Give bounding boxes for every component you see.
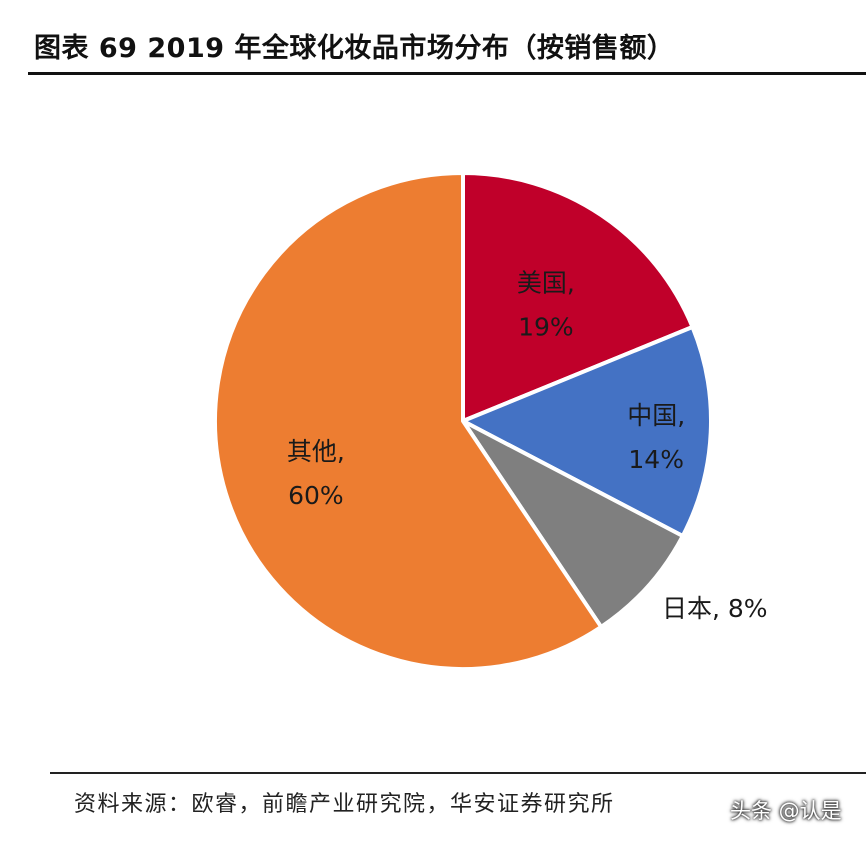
slice-label-2: 日本, 8% [662, 594, 768, 623]
source-divider [50, 772, 866, 774]
slice-category-1: 中国, [627, 401, 685, 430]
slice-label-3: 其他, 60% [287, 437, 345, 510]
slice-category-3: 其他, [287, 437, 345, 466]
chart-title: 图表 69 2019 年全球化妆品市场分布（按销售额） [34, 33, 675, 64]
slice-label-0: 美国, 19% [517, 268, 575, 341]
watermark: 头条 @认是 [730, 799, 842, 823]
slice-value-0: 19% [518, 312, 574, 341]
slice-label-1: 中国, 14% [627, 401, 685, 474]
slice-value-1: 14% [628, 445, 684, 474]
pie-slices [213, 171, 713, 671]
pie-slice-0 [461, 171, 695, 423]
title-divider [28, 72, 866, 75]
pie-chart: 美国, 19% 中国, 14% 日本, 8% 其他, 60% [213, 171, 768, 671]
pie-slice-3 [213, 171, 604, 671]
source-note: 资料来源：欧睿，前瞻产业研究院，华安证券研究所 [74, 792, 615, 817]
pie-slice-2 [461, 419, 685, 629]
slice-category-0: 美国, [517, 268, 575, 297]
pie-slice-1 [461, 324, 713, 538]
slice-value-3: 60% [288, 481, 344, 510]
